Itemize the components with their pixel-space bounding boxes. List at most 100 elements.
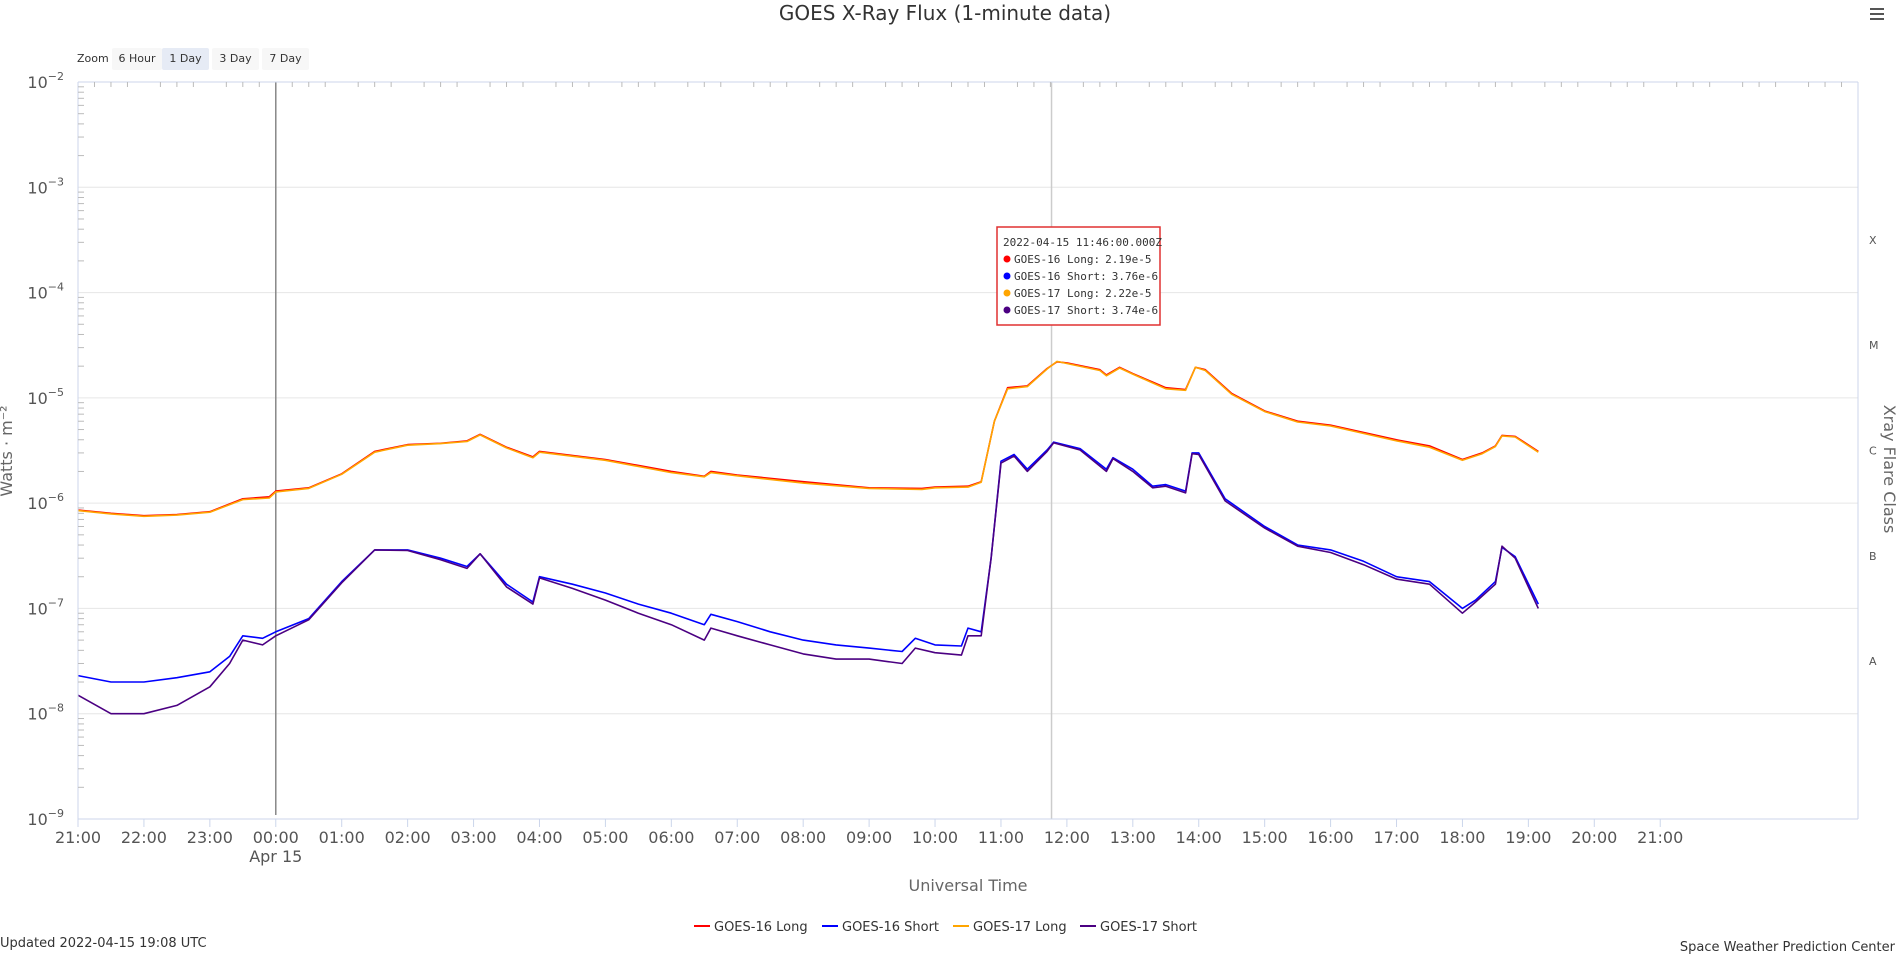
zoom-button-bg	[212, 48, 259, 70]
legend-label: GOES-16 Long	[714, 920, 808, 935]
menu-button[interactable]	[1866, 2, 1890, 28]
x-tick-label: 08:00	[780, 828, 826, 847]
x-tick-label: 20:00	[1571, 828, 1617, 847]
zoom-label: Zoom	[77, 52, 109, 65]
tooltip-series-marker	[1003, 306, 1011, 314]
data-tooltip: 2022-04-15 11:46:00.000Z GOES-16 Long: 2.1…	[996, 226, 1162, 326]
y-tick-exponent: −8	[48, 702, 64, 715]
x-tick-label: 17:00	[1373, 828, 1419, 847]
y2-axis-title: Xray Flare Class	[1880, 405, 1899, 534]
zoom-button-label: 6 Hour	[119, 52, 156, 65]
y-tick-label: 10−2	[27, 70, 64, 92]
tooltip-row-label: GOES-17 Long:	[1014, 287, 1100, 300]
x-tick-label: 21:00	[55, 828, 101, 847]
y-tick-label: 10−5	[27, 386, 64, 408]
x-tick-label: 14:00	[1176, 828, 1222, 847]
y-tick-base: 10	[27, 389, 47, 408]
tooltip-row: GOES-16 Short: 3.76e-6	[1014, 270, 1158, 283]
y-tick-label: 10−6	[27, 491, 64, 513]
legend-label: GOES-17 Short	[1100, 920, 1197, 935]
y-tick-exponent: −2	[48, 70, 64, 83]
zoom-button-6-hour[interactable]: 6 Hour	[112, 48, 162, 70]
x-tick-label: 13:00	[1110, 828, 1156, 847]
tooltip-row: GOES-17 Short: 3.74e-6	[1014, 304, 1158, 317]
zoom-button-7-day[interactable]: 7 Day	[262, 48, 309, 70]
legend-item-goes-17-short[interactable]: GOES-17 Short	[1080, 920, 1197, 935]
tooltip-row-value: 2.19e-5	[1105, 253, 1151, 266]
flare-class-label: A	[1869, 655, 1877, 668]
plot-area	[78, 82, 1858, 819]
series-line-goes-17-short	[77, 442, 1540, 715]
x-tick-label: 07:00	[714, 828, 760, 847]
legend-label: GOES-17 Long	[973, 920, 1067, 935]
zoom-button-label: 7 Day	[269, 52, 302, 65]
legend-item-goes-17-long[interactable]: GOES-17 Long	[953, 920, 1067, 935]
y-tick-base: 10	[27, 599, 47, 618]
x-axis-title: Universal Time	[908, 876, 1027, 895]
y-tick-exponent: −7	[48, 596, 64, 609]
zoom-button-bg	[162, 48, 209, 70]
series-line-goes-17-long	[77, 360, 1539, 518]
flare-class-label: C	[1869, 445, 1877, 458]
x-tick-label: 12:00	[1044, 828, 1090, 847]
updated-timestamp: Updated 2022-04-15 19:08 UTC	[0, 936, 207, 951]
zoom-button-bg	[262, 48, 309, 70]
tooltip-row-value: 3.76e-6	[1112, 270, 1158, 283]
y-tick-base: 10	[27, 494, 47, 513]
tooltip-row: GOES-16 Long: 2.19e-5	[1014, 253, 1151, 266]
y-tick-base: 10	[27, 810, 47, 829]
y-tick-exponent: −6	[48, 491, 64, 504]
x-tick-label: 05:00	[582, 828, 628, 847]
legend-item-goes-16-short[interactable]: GOES-16 Short	[822, 920, 939, 935]
zoom-button-3-day[interactable]: 3 Day	[212, 48, 259, 70]
tooltip-box	[996, 226, 1161, 326]
legend-item-goes-16-long[interactable]: GOES-16 Long	[694, 920, 808, 935]
legend: GOES-16 Long GOES-16 Short GOES-17 Long GOE…	[694, 920, 1197, 935]
y-tick-exponent: −5	[48, 386, 64, 399]
x-tick-label: 18:00	[1439, 828, 1485, 847]
zoom-button-label: 1 Day	[169, 52, 202, 65]
y-tick-base: 10	[27, 73, 47, 92]
zoom-button-1-day[interactable]: 1 Day	[162, 48, 209, 70]
y-tick-exponent: −9	[48, 807, 64, 820]
x-tick-label: 01:00	[319, 828, 365, 847]
x-tick-label: 03:00	[451, 828, 497, 847]
y-tick-exponent: −4	[48, 281, 64, 294]
flare-class-label: M	[1869, 339, 1879, 352]
legend-label: GOES-16 Short	[842, 920, 939, 935]
x-tick-label: 06:00	[648, 828, 694, 847]
x-tick-label: 15:00	[1242, 828, 1288, 847]
y-tick-exponent: −3	[48, 175, 64, 188]
zoom-button-bg	[112, 48, 162, 70]
x-tick-label: 00:00	[253, 828, 299, 847]
y-tick-base: 10	[27, 705, 47, 724]
x-tick-date-label: Apr 15	[249, 847, 302, 866]
y-axis-title: Watts · m⁻²	[0, 405, 16, 496]
tooltip-row: GOES-17 Long: 2.22e-5	[1014, 287, 1151, 300]
chart-title: GOES X-Ray Flux (1-minute data)	[779, 1, 1111, 25]
flare-class-label: B	[1869, 550, 1877, 563]
credits-text: Space Weather Prediction Center	[1680, 940, 1896, 954]
hamburger-menu-icon	[1870, 8, 1884, 20]
x-tick-label: 22:00	[121, 828, 167, 847]
tooltip-series-marker	[1003, 289, 1011, 297]
x-tick-label: 16:00	[1308, 828, 1354, 847]
zoom-button-label: 3 Day	[219, 52, 252, 65]
tooltip-row-label: GOES-16 Long:	[1014, 253, 1100, 266]
y-tick-label: 10−9	[27, 807, 64, 829]
tooltip-series-marker	[1003, 255, 1011, 263]
x-tick-label: 10:00	[912, 828, 958, 847]
tooltip-row-value: 3.74e-6	[1112, 304, 1158, 317]
zoom-toolbar: Zoom 6 Hour 1 Day 3 Day 7 Day	[77, 48, 309, 70]
y-tick-label: 10−8	[27, 702, 64, 724]
y-tick-label: 10−4	[27, 281, 64, 303]
tooltip-row-label: GOES-16 Short:	[1014, 270, 1107, 283]
tooltip-row-value: 2.22e-5	[1105, 287, 1151, 300]
tooltip-series-marker	[1003, 272, 1011, 280]
x-tick-label: 23:00	[187, 828, 233, 847]
tooltip-header: 2022-04-15 11:46:00.000Z	[1003, 236, 1162, 249]
y-tick-label: 10−7	[27, 596, 64, 618]
x-tick-label: 04:00	[516, 828, 562, 847]
y-tick-label: 10−3	[27, 175, 64, 197]
